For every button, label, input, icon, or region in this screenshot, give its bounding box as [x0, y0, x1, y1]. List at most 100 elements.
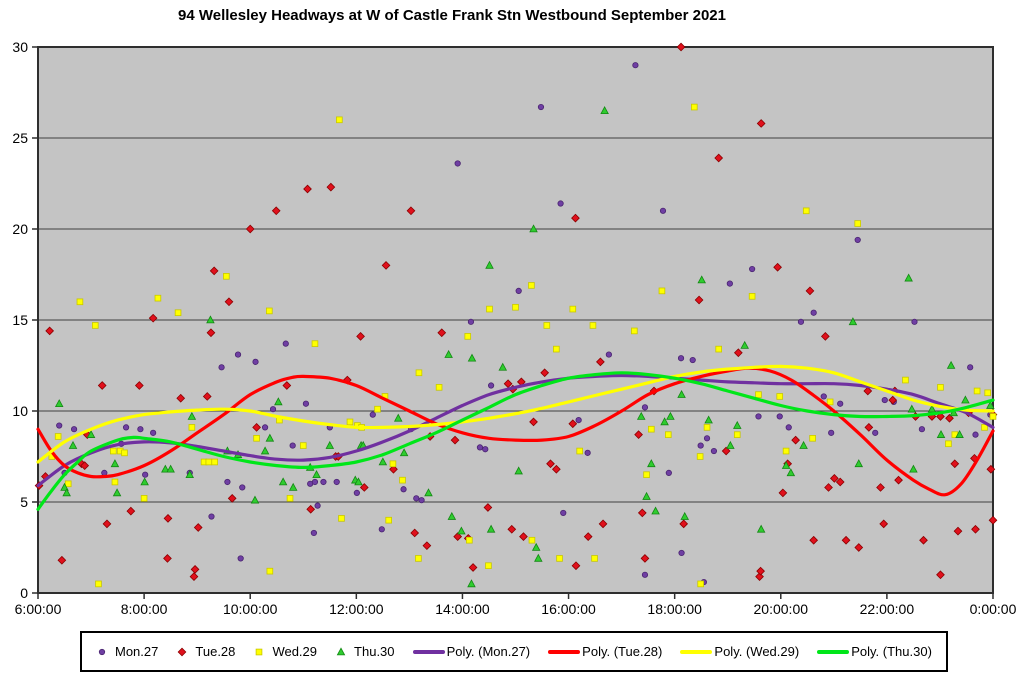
- legend-item-poly-wed-29: Poly. (Wed.29): [680, 644, 799, 659]
- point-tue-28: [841, 535, 851, 545]
- point-thu-30: [54, 399, 64, 408]
- trendline-poly-tue-28: [36, 366, 995, 497]
- point-tue-28: [453, 532, 463, 541]
- point-wed-29: [299, 442, 307, 449]
- point-thu-30: [677, 389, 686, 398]
- point-thu-30: [907, 404, 917, 413]
- x-tick-label: 12:00:00: [329, 601, 384, 617]
- point-thu-30: [278, 477, 288, 486]
- point-wed-29: [715, 345, 723, 353]
- point-wed-29: [336, 116, 343, 124]
- point-tue-28: [468, 563, 478, 572]
- point-thu-30: [424, 488, 433, 497]
- point-mon-27: [632, 62, 639, 69]
- point-mon-27: [797, 318, 805, 325]
- point-tue-28: [778, 488, 788, 498]
- point-tue-28: [598, 519, 608, 529]
- point-wed-29: [589, 322, 597, 329]
- point-mon-27: [785, 424, 792, 431]
- point-thu-30: [600, 106, 609, 114]
- point-wed-29: [945, 440, 952, 448]
- point-thu-30: [86, 430, 96, 438]
- point-tue-28: [57, 555, 67, 565]
- point-tue-28: [190, 564, 200, 574]
- legend-item-thu-30: Thu.30: [335, 644, 395, 659]
- point-tue-28: [571, 213, 580, 223]
- legend-item-mon-27: Mon.27: [96, 644, 158, 659]
- point-mon-27: [911, 318, 918, 325]
- point-mon-27: [641, 404, 649, 411]
- point-mon-27: [854, 236, 861, 244]
- point-thu-30: [946, 360, 956, 369]
- point-tue-28: [854, 543, 864, 552]
- point-wed-29: [338, 515, 345, 522]
- point-wed-29: [154, 294, 162, 302]
- x-tick-label: 14:00:00: [435, 601, 490, 617]
- point-tue-28: [988, 515, 998, 525]
- point-tue-28: [824, 483, 833, 492]
- point-tue-28: [809, 535, 819, 545]
- point-tue-28: [953, 526, 963, 536]
- point-tue-28: [888, 395, 898, 405]
- point-mon-27: [918, 426, 926, 433]
- point-thu-30: [140, 477, 149, 486]
- point-tue-28: [437, 328, 447, 338]
- point-tue-28: [252, 423, 261, 432]
- point-tue-28: [422, 541, 432, 551]
- point-mon-27: [378, 526, 385, 533]
- point-mon-27: [575, 416, 582, 424]
- point-mon-27: [467, 318, 475, 325]
- point-tue-28: [102, 519, 112, 529]
- point-tue-28: [483, 503, 493, 512]
- x-tick-label: 18:00:00: [647, 601, 702, 617]
- point-mon-27: [810, 309, 817, 316]
- point-mon-27: [820, 393, 827, 400]
- point-tue-28: [596, 357, 605, 367]
- point-wed-29: [223, 273, 230, 280]
- point-wed-29: [188, 424, 196, 431]
- point-thu-30: [514, 466, 523, 475]
- point-thu-30: [393, 413, 403, 422]
- point-wed-29: [902, 376, 909, 384]
- point-tue-28: [714, 153, 724, 163]
- point-tue-28: [863, 386, 873, 396]
- point-thu-30: [799, 440, 808, 449]
- point-mon-27: [314, 502, 321, 509]
- thu-30-marker-icon: [336, 646, 346, 655]
- point-thu-30: [955, 430, 964, 438]
- point-tue-28: [755, 572, 764, 581]
- point-thu-30: [531, 542, 541, 551]
- point-thu-30: [927, 404, 937, 413]
- point-tue-28: [805, 286, 815, 296]
- point-thu-30: [726, 440, 735, 449]
- point-tue-28: [640, 554, 650, 563]
- point-tue-28: [406, 206, 416, 216]
- point-thu-30: [60, 482, 69, 491]
- point-wed-29: [697, 580, 704, 588]
- point-mon-27: [353, 489, 360, 496]
- point-wed-29: [435, 384, 443, 391]
- point-thu-30: [986, 400, 995, 409]
- point-wed-29: [937, 384, 944, 391]
- point-tue-28: [271, 206, 281, 216]
- point-tue-28: [820, 332, 830, 341]
- point-wed-29: [696, 453, 704, 460]
- point-wed-29: [755, 391, 762, 398]
- y-tick-label: 10: [12, 403, 28, 419]
- mon-27-marker-icon: [98, 648, 106, 655]
- x-tick-label: 8:00:00: [121, 601, 168, 617]
- point-mon-27: [311, 478, 319, 486]
- point-thu-30: [161, 464, 170, 473]
- point-tue-28: [634, 430, 643, 440]
- point-wed-29: [984, 389, 991, 397]
- point-tue-28: [583, 532, 593, 541]
- point-mon-27: [710, 447, 718, 455]
- y-tick-label: 25: [12, 130, 28, 146]
- point-wed-29: [92, 322, 99, 329]
- point-tue-28: [986, 464, 996, 474]
- point-mon-27: [218, 364, 225, 371]
- point-wed-29: [802, 207, 810, 215]
- point-thu-30: [909, 464, 918, 473]
- point-tue-28: [791, 435, 800, 445]
- point-tue-28: [224, 297, 234, 307]
